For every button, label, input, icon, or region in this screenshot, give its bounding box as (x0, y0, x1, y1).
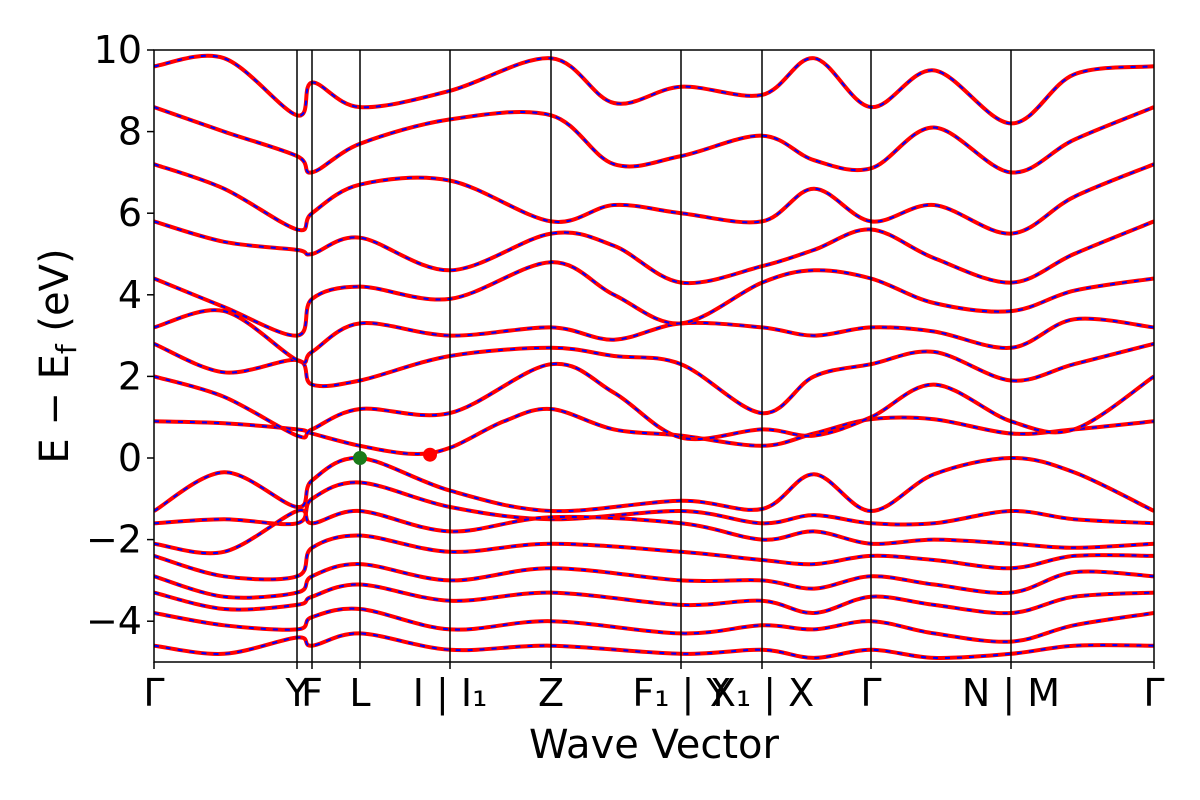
x-tick-label-6: F₁ | Y (632, 671, 730, 716)
band-overlay-4 (154, 563, 1154, 599)
band-overlay-3 (154, 534, 1154, 581)
y-tick-label-3: 2 (118, 354, 142, 398)
band-line-6 (154, 606, 1154, 644)
x-tick-label-2: F (301, 671, 323, 715)
y-tick-label-2: 0 (118, 436, 142, 480)
x-tick-label-10: Γ (1143, 671, 1164, 715)
y-tick-label-5: 6 (118, 191, 142, 235)
x-tick-label-1: Y (284, 671, 309, 715)
band-overlay-2 (154, 509, 1154, 555)
band-overlay-15 (154, 106, 1154, 174)
y-axis-title: E − Ef (eV) (32, 248, 83, 463)
x-axis-title: Wave Vector (529, 722, 780, 768)
band-overlay-1 (154, 481, 1154, 526)
band-line-5 (154, 582, 1154, 616)
band-edge-marker-1 (423, 447, 437, 462)
y-axis-ticks: −4 −2 0 2 4 6 8 10 (86, 28, 154, 643)
x-tick-label-4: I | I₁ (413, 671, 488, 716)
band-edge-marker-0 (353, 451, 367, 465)
band-edge-markers (353, 447, 437, 465)
x-tick-label-7: X₁ | X (710, 671, 814, 716)
band-lines (154, 53, 1154, 661)
x-tick-label-3: L (349, 671, 370, 715)
band-overlay-0 (154, 456, 1154, 513)
band-overlay-11 (154, 309, 1154, 364)
band-line-12 (154, 260, 1154, 338)
y-tick-label-6: 8 (118, 110, 142, 154)
band-overlay-13 (154, 220, 1154, 285)
plot-area (154, 50, 1154, 662)
band-overlay-7 (154, 632, 1154, 660)
x-tick-label-9: N | M (962, 671, 1060, 716)
band-overlay-10 (154, 342, 1154, 415)
x-tick-label-8: Γ (860, 671, 881, 715)
x-tick-label-0: Γ (143, 671, 164, 715)
band-line-9 (154, 361, 1154, 442)
y-axis-title-main: E − E (32, 354, 78, 464)
x-tick-label-5: Z (538, 671, 564, 715)
y-axis-title-sub: f (50, 343, 83, 354)
y-tick-label-1: −2 (86, 518, 142, 562)
high-symmetry-lines (296, 50, 1012, 662)
y-tick-label-0: −4 (86, 599, 142, 643)
plot-frame (153, 49, 1155, 663)
y-tick-label-4: 4 (118, 273, 142, 317)
y-axis-title-unit: (eV) (32, 248, 78, 344)
band-overlay-14 (154, 163, 1154, 235)
band-line-16 (154, 53, 1154, 126)
y-tick-label-7: 10 (94, 28, 142, 72)
x-axis-ticks: Γ YF L I | I₁ Z F₁ | YX₁ | X Γ N | M Γ (143, 662, 1165, 716)
